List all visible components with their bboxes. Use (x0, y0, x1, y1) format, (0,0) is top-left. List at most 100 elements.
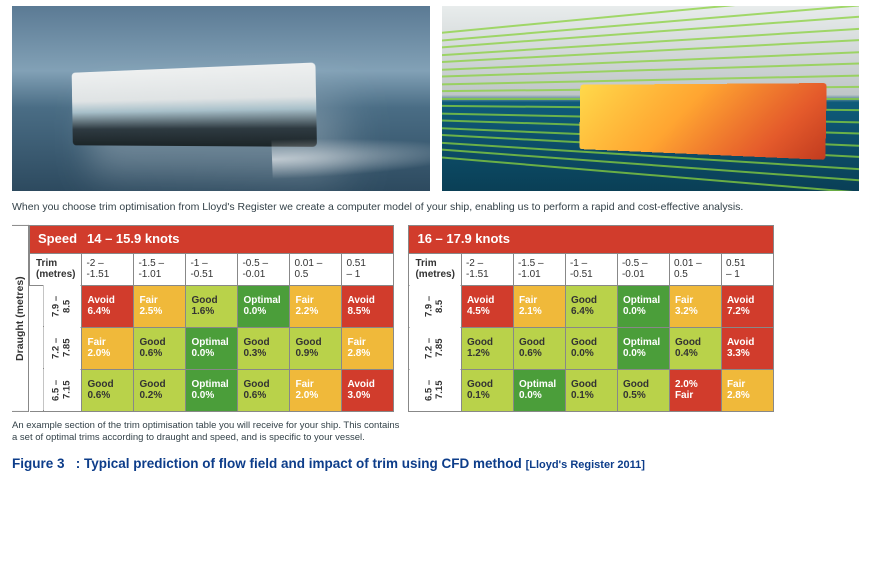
trim-tables-row: Draught (metres)Speed14 – 15.9 knots Trim… (12, 225, 859, 412)
trim-cell: Avoid8.5% (342, 285, 394, 327)
trim-table: 16 – 17.9 knotsTrim(metres)-2 –-1.51-1.5… (408, 225, 773, 412)
trim-range: 0.01 –0.5 (669, 253, 721, 285)
caption-text: : Typical prediction of flow field and i… (76, 456, 522, 471)
cell-percent: 3.3% (727, 348, 768, 360)
cell-rating: Fair (295, 295, 336, 307)
table-row: 7.2 – 7.85Good1.2%Good0.6%Good0.0%Optima… (409, 327, 773, 369)
cell-rating: Optimal (191, 379, 232, 391)
cell-percent: 0.0% (191, 390, 232, 402)
draught-range: 6.5 – 7.15 (409, 369, 461, 411)
cell-rating: Good (191, 295, 232, 307)
trim-cell: Fair2.2% (290, 285, 342, 327)
cell-rating: Good (519, 337, 560, 349)
trim-cell: Fair2.0% (82, 327, 134, 369)
trim-cell: Optimal0.0% (186, 327, 238, 369)
trim-cell: Fair3.2% (669, 285, 721, 327)
trim-table: Draught (metres)Speed14 – 15.9 knotsTrim… (12, 225, 394, 412)
figure-images-row (12, 6, 859, 191)
cell-rating: Good (467, 379, 508, 391)
cell-rating: Avoid (727, 295, 768, 307)
cell-rating: Good (571, 295, 612, 307)
cell-percent: 0.0% (571, 348, 612, 360)
trim-cell: Avoid4.5% (461, 285, 513, 327)
cell-percent: 1.2% (467, 348, 508, 360)
cell-rating: Optimal (623, 337, 664, 349)
cell-percent: 3.0% (347, 390, 388, 402)
draught-range: 7.2 – 7.85 (409, 327, 461, 369)
cell-rating: Good (295, 337, 336, 349)
trim-cell: Good0.6% (513, 327, 565, 369)
cell-percent: 0.4% (675, 348, 716, 360)
cell-rating: Fair (519, 295, 560, 307)
trim-cell: Avoid7.2% (721, 285, 773, 327)
cell-rating: Fair (727, 379, 768, 391)
cell-percent: 0.1% (571, 390, 612, 402)
cell-rating: Good (139, 379, 180, 391)
streamline (442, 156, 860, 191)
trim-range: -0.5 –-0.01 (238, 253, 290, 285)
trim-cell: Fair2.0% (290, 369, 342, 411)
cell-percent: 8.5% (347, 306, 388, 318)
cell-rating: Avoid (467, 295, 508, 307)
speed-value: 14 – 15.9 knots (87, 231, 180, 246)
cell-rating: Good (87, 379, 128, 391)
cell-percent: 0.1% (467, 390, 508, 402)
cell-rating: Good (467, 337, 508, 349)
trim-range: -0.5 –-0.01 (617, 253, 669, 285)
cell-rating: Avoid (727, 337, 768, 349)
trim-cell: Fair2.8% (721, 369, 773, 411)
trim-cell: Fair2.8% (342, 327, 394, 369)
cell-rating: Good (623, 379, 664, 391)
trim-cell: Optimal0.0% (186, 369, 238, 411)
footnote-line: a set of optimal trims according to drau… (12, 432, 365, 443)
trim-range: 0.51– 1 (721, 253, 773, 285)
figure-caption: Figure 3 : Typical prediction of flow fi… (12, 456, 859, 471)
trim-cell: 2.0%Fair (669, 369, 721, 411)
trim-range: -2 –-1.51 (82, 253, 134, 285)
trim-range: 0.01 –0.5 (290, 253, 342, 285)
cell-percent: 6.4% (571, 306, 612, 318)
cell-rating: Good (243, 337, 284, 349)
cell-rating: Avoid (347, 379, 388, 391)
trim-cell: Good0.6% (82, 369, 134, 411)
trim-cell: Good0.0% (565, 327, 617, 369)
cell-rating: Good (571, 337, 612, 349)
trim-cell: Optimal0.0% (238, 285, 290, 327)
trim-cell: Good0.1% (461, 369, 513, 411)
cell-rating: Fair (295, 379, 336, 391)
draught-range: 6.5 – 7.15 (43, 369, 82, 411)
cell-percent: 0.5% (623, 390, 664, 402)
trim-cell: Good0.6% (134, 327, 186, 369)
trim-range: -1.5 –-1.01 (513, 253, 565, 285)
table-row: 6.5 – 7.15Good0.1%Optimal0.0%Good0.1%Goo… (409, 369, 773, 411)
table-row: 7.2 – 7.85Fair2.0%Good0.6%Optimal0.0%Goo… (30, 327, 394, 369)
cell-percent: 0.0% (191, 348, 232, 360)
cell-percent: 0.6% (87, 390, 128, 402)
cell-rating: Good (243, 379, 284, 391)
speed-header: 16 – 17.9 knots (409, 226, 773, 254)
cell-rating: Optimal (623, 295, 664, 307)
draught-range: 7.9 – 8.5 (43, 285, 82, 327)
footnote: An example section of the trim optimisat… (12, 420, 432, 444)
cell-percent: 4.5% (467, 306, 508, 318)
cell-percent: 6.4% (87, 306, 128, 318)
cell-rating: Avoid (87, 295, 128, 307)
trim-header-label: Trim(metres) (409, 253, 461, 285)
draught-axis-label: Draught (metres) (12, 225, 29, 412)
trim-cell: Good6.4% (565, 285, 617, 327)
trim-range: 0.51– 1 (342, 253, 394, 285)
trim-cell: Fair2.5% (134, 285, 186, 327)
cell-rating: Avoid (347, 295, 388, 307)
cell-percent: 0.0% (623, 348, 664, 360)
cell-rating: Fair (139, 295, 180, 307)
trim-cell: Good0.3% (238, 327, 290, 369)
cell-percent: Fair (675, 390, 716, 402)
caption-citation: [Lloyd's Register 2011] (526, 459, 645, 471)
ship-wake (271, 133, 429, 180)
streamline (442, 51, 860, 70)
caption-prefix: Figure 3 (12, 456, 65, 471)
trim-cell: Avoid3.3% (721, 327, 773, 369)
speed-header: Speed14 – 15.9 knots (30, 226, 394, 254)
trim-cell: Good0.1% (565, 369, 617, 411)
trim-data-table: 16 – 17.9 knotsTrim(metres)-2 –-1.51-1.5… (408, 225, 773, 412)
